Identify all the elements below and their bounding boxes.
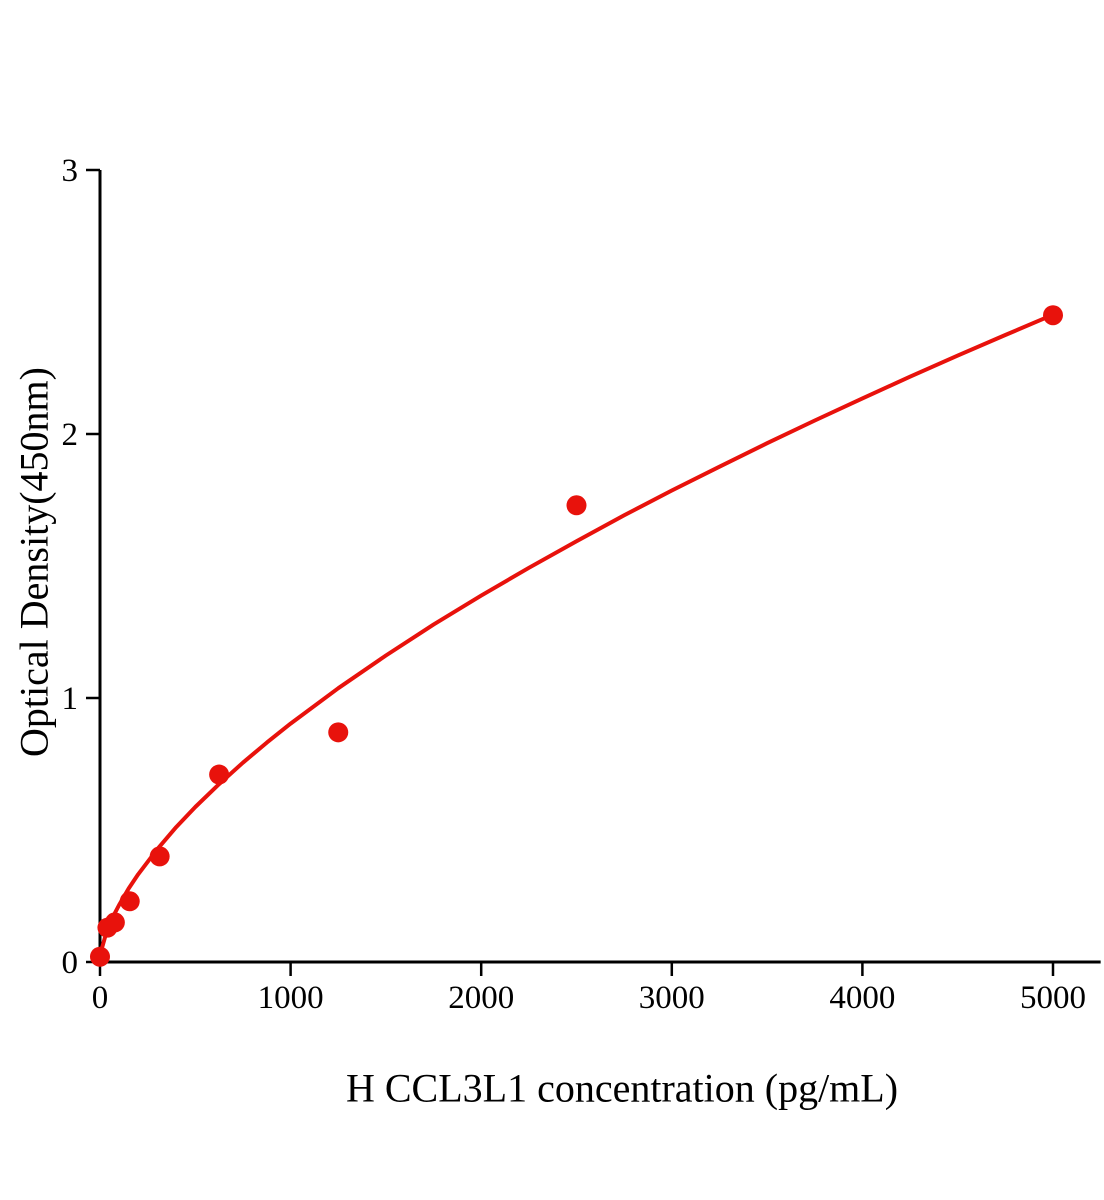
x-tick-label: 1000 [258, 980, 324, 1016]
data-point [90, 946, 110, 967]
x-tick-label: 0 [92, 980, 109, 1016]
data-point [119, 891, 140, 912]
x-tick-label: 2000 [448, 980, 514, 1016]
x-axis-title: H CCL3L1 concentration (pg/mL) [345, 1065, 899, 1111]
y-axis-title: Optical Density(450nm) [11, 367, 57, 757]
y-tick-label: 0 [62, 945, 79, 981]
data-point [149, 846, 170, 867]
data-point [566, 495, 587, 516]
x-tick-label: 4000 [829, 980, 895, 1016]
data-point [328, 722, 349, 743]
x-tick-label: 3000 [639, 980, 705, 1016]
x-tick-label: 5000 [1020, 980, 1086, 1016]
y-tick-label: 2 [62, 417, 79, 453]
y-tick-label: 3 [62, 153, 79, 189]
data-point [209, 764, 230, 785]
data-point [1043, 305, 1063, 326]
data-point [104, 912, 125, 933]
fit-curve [98, 312, 1055, 964]
y-tick-label: 1 [62, 681, 79, 717]
